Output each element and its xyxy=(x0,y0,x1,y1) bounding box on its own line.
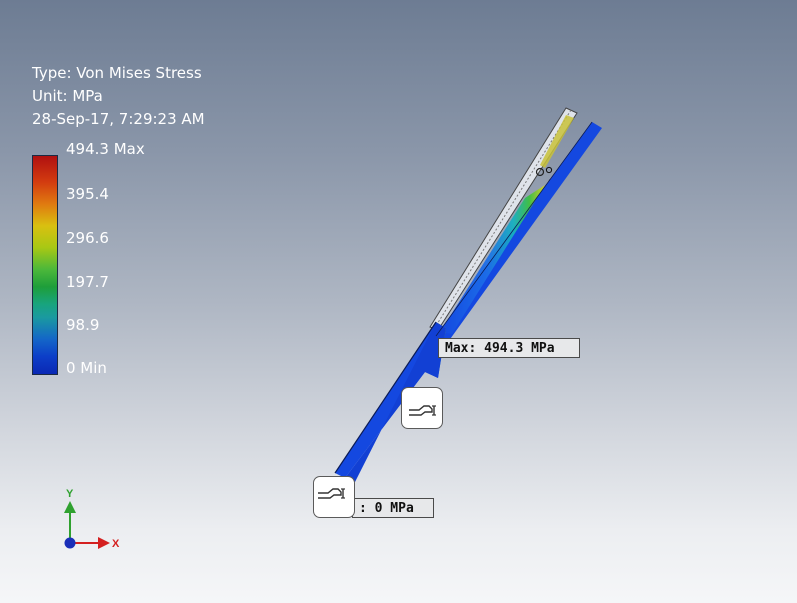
result-unit: Unit: MPa xyxy=(32,87,103,105)
result-timestamp: 28-Sep-17, 7:29:23 AM xyxy=(32,110,205,128)
x-axis-label: X xyxy=(112,538,120,550)
undeformed-outline xyxy=(429,107,578,331)
legend-tick-3: 197.7 xyxy=(66,273,109,291)
coordinate-triad[interactable]: Y X xyxy=(50,485,140,565)
y-axis-label: Y xyxy=(66,488,74,500)
result-type: Type: Von Mises Stress xyxy=(32,64,202,82)
deformed-part xyxy=(334,121,602,482)
origin-icon xyxy=(64,537,76,549)
probe-icon[interactable] xyxy=(313,476,355,518)
probe-glyph-icon xyxy=(318,488,345,499)
probe-glyph-icon xyxy=(409,405,436,416)
legend-tick-4: 98.9 xyxy=(66,316,100,334)
min-stress-probe-label[interactable]: : 0 MPa xyxy=(352,498,434,518)
probe-icon[interactable] xyxy=(401,387,443,429)
legend-max-label: 494.3 Max xyxy=(66,140,145,158)
legend-tick-1: 395.4 xyxy=(66,185,109,203)
result-info: Type: Von Mises Stress Unit: MPa 28-Sep-… xyxy=(32,62,205,131)
stress-color-legend xyxy=(32,155,58,375)
y-arrow-icon xyxy=(64,501,76,513)
max-stress-probe-label[interactable]: Max: 494.3 MPa xyxy=(438,338,580,358)
legend-min-label: 0 Min xyxy=(66,359,107,377)
legend-tick-2: 296.6 xyxy=(66,229,109,247)
x-arrow-icon xyxy=(98,537,110,549)
